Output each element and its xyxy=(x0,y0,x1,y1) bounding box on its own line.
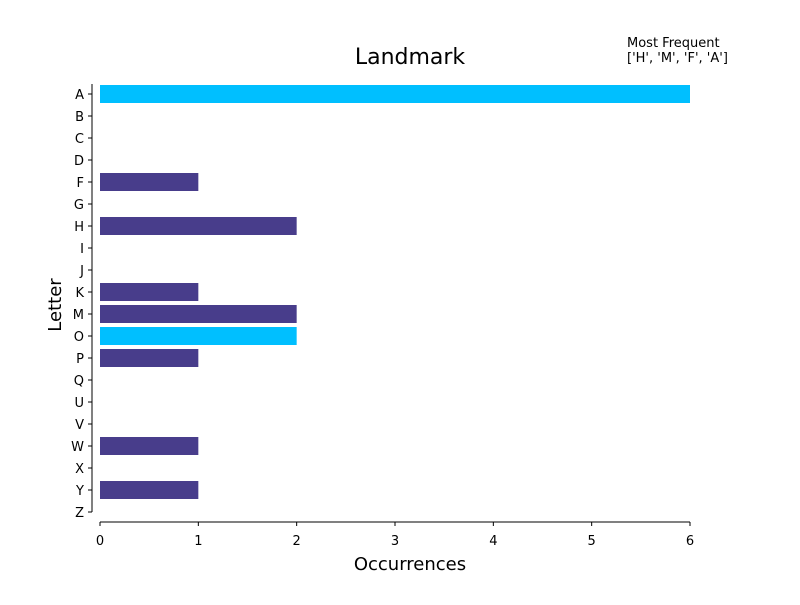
x-tick-label-5: 5 xyxy=(588,534,596,549)
bar-k xyxy=(100,283,199,301)
bars-layer xyxy=(100,85,690,499)
bar-m xyxy=(100,305,297,323)
y-tick-label-i: I xyxy=(80,242,84,257)
x-tick-label-4: 4 xyxy=(489,534,497,549)
y-tick-label-z: Z xyxy=(75,506,84,521)
y-tick-label-p: P xyxy=(76,352,84,367)
x-ticks: 0 1 2 3 4 5 6 xyxy=(96,522,694,549)
y-tick-label-g: G xyxy=(74,198,84,213)
most-frequent-value: ['H', 'M', 'F', 'A'] xyxy=(627,51,728,66)
y-tick-label-a: A xyxy=(75,88,84,103)
y-tick-label-q: Q xyxy=(74,374,84,389)
bar-y xyxy=(100,481,199,499)
y-tick-label-h: H xyxy=(74,220,84,235)
bar-a xyxy=(100,85,690,103)
y-tick-label-v: V xyxy=(75,418,84,433)
y-tick-label-x: X xyxy=(75,462,84,477)
x-tick-label-1: 1 xyxy=(194,534,202,549)
bar-p xyxy=(100,349,199,367)
y-tick-label-c: C xyxy=(75,132,84,147)
y-tick-label-w: W xyxy=(71,440,84,455)
chart-title: Landmark xyxy=(355,45,466,70)
x-tick-label-2: 2 xyxy=(293,534,301,549)
y-tick-label-k: K xyxy=(75,286,84,301)
y-tick-label-f: F xyxy=(77,176,84,191)
y-tick-label-j: J xyxy=(79,264,84,279)
x-tick-label-0: 0 xyxy=(96,534,104,549)
x-axis-label: Occurrences xyxy=(354,554,466,575)
y-tick-label-m: M xyxy=(73,308,84,323)
y-tick-label-d: D xyxy=(74,154,84,169)
x-tick-label-3: 3 xyxy=(391,534,399,549)
axes-layer xyxy=(91,84,690,523)
bar-h xyxy=(100,217,297,235)
y-tick-label-y: Y xyxy=(75,484,84,499)
y-tick-label-b: B xyxy=(75,110,84,125)
y-tick-label-o: O xyxy=(74,330,84,345)
bar-o xyxy=(100,327,297,345)
most-frequent-heading: Most Frequent xyxy=(627,36,720,51)
y-axis-label: Letter xyxy=(45,278,66,332)
y-tick-label-u: U xyxy=(74,396,84,411)
bar-w xyxy=(100,437,199,455)
x-tick-label-6: 6 xyxy=(686,534,694,549)
bar-f xyxy=(100,173,199,191)
